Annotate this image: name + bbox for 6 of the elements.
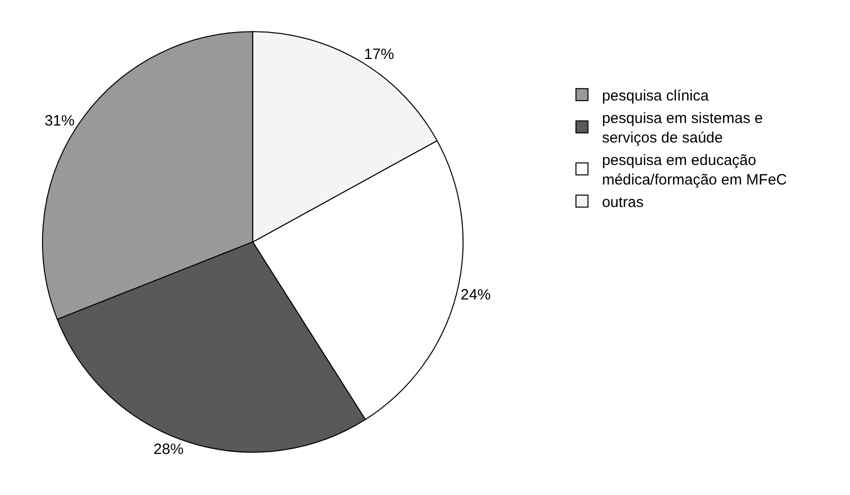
- data-label: 17%: [364, 46, 394, 64]
- legend-label: pesquisa clínica: [602, 88, 710, 104]
- legend-label: outras: [602, 194, 644, 211]
- data-label: 28%: [154, 441, 184, 458]
- data-label: 31%: [44, 112, 75, 130]
- data-label: 24%: [460, 286, 491, 304]
